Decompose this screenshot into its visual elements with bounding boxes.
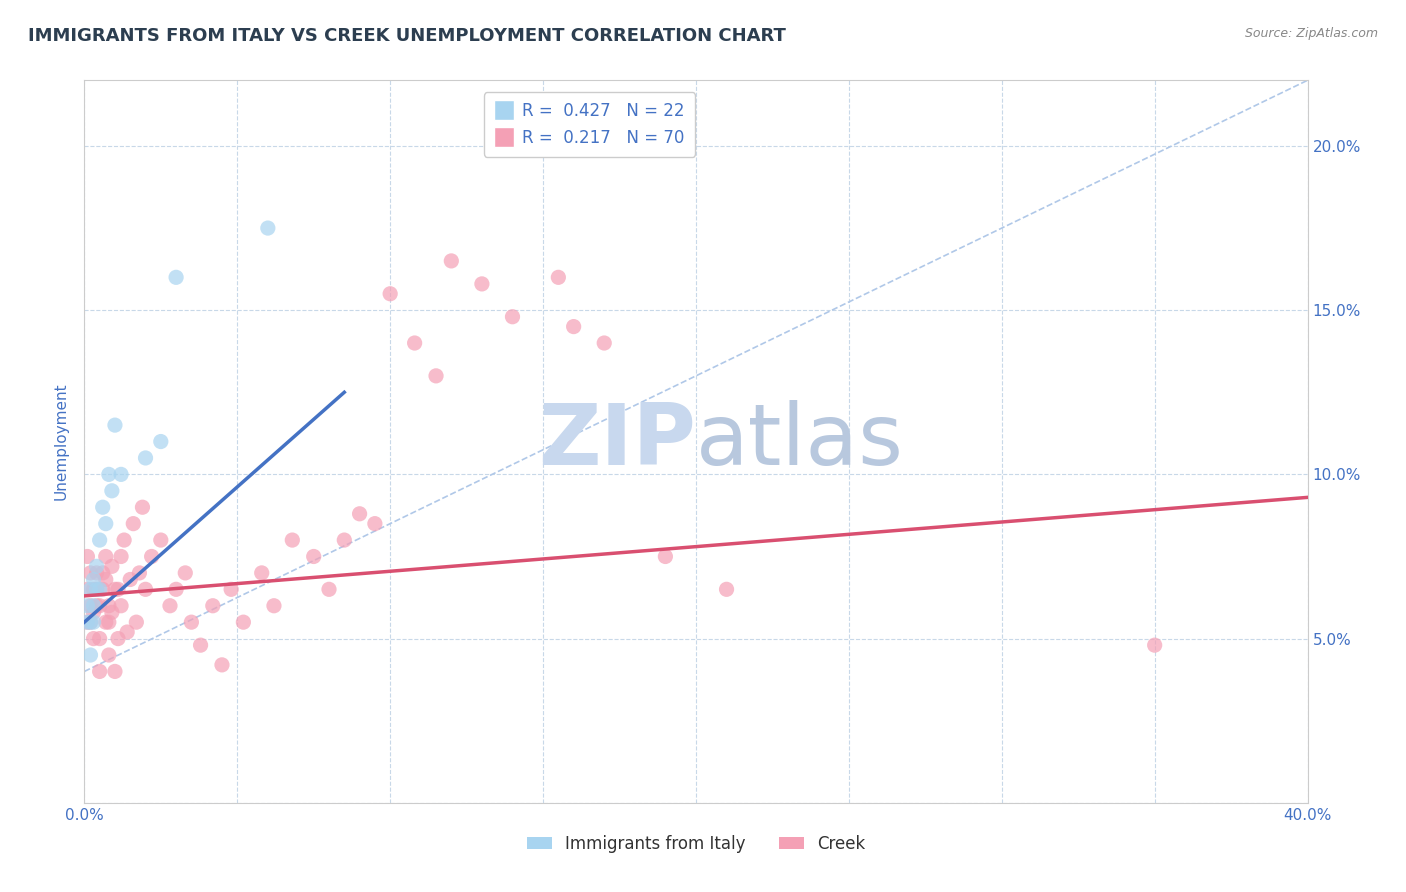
- Point: [94, 516, 117, 531]
- Point: [201, 599, 224, 613]
- Point: [97, 467, 120, 482]
- Point: [101, 483, 124, 498]
- Point: [149, 533, 172, 547]
- Point: [263, 599, 285, 613]
- Point: [128, 566, 150, 580]
- Point: [97, 599, 120, 613]
- Point: [76, 582, 98, 597]
- Point: [112, 533, 135, 547]
- Point: [79, 599, 101, 613]
- Point: [89, 582, 111, 597]
- Point: [141, 549, 163, 564]
- Point: [104, 582, 127, 597]
- Point: [159, 599, 181, 613]
- Point: [79, 648, 101, 662]
- Point: [91, 500, 114, 515]
- Point: [654, 549, 676, 564]
- Y-axis label: Unemployment: Unemployment: [53, 383, 69, 500]
- Point: [97, 615, 120, 630]
- Point: [302, 549, 325, 564]
- Point: [83, 615, 105, 630]
- Point: [79, 615, 101, 630]
- Point: [349, 507, 371, 521]
- Point: [404, 336, 426, 351]
- Point: [502, 310, 524, 324]
- Point: [380, 286, 402, 301]
- Point: [101, 559, 124, 574]
- Point: [94, 615, 117, 630]
- Point: [547, 270, 569, 285]
- Point: [86, 582, 108, 597]
- Point: [83, 599, 105, 613]
- Point: [250, 566, 273, 580]
- Point: [83, 605, 105, 619]
- Point: [135, 582, 157, 597]
- Point: [174, 566, 197, 580]
- Point: [425, 368, 447, 383]
- Point: [440, 253, 463, 268]
- Point: [165, 582, 187, 597]
- Point: [211, 657, 233, 672]
- Point: [76, 599, 98, 613]
- Point: [110, 549, 132, 564]
- Point: [86, 566, 108, 580]
- Point: [89, 665, 111, 679]
- Point: [125, 615, 148, 630]
- Point: [83, 573, 105, 587]
- Point: [149, 434, 172, 449]
- Point: [86, 582, 108, 597]
- Point: [91, 582, 114, 597]
- Point: [89, 599, 111, 613]
- Point: [562, 319, 585, 334]
- Point: [107, 582, 129, 597]
- Point: [333, 533, 356, 547]
- Point: [89, 632, 111, 646]
- Point: [79, 566, 101, 580]
- Point: [593, 336, 616, 351]
- Point: [79, 615, 101, 630]
- Point: [135, 450, 157, 465]
- Point: [716, 582, 738, 597]
- Point: [471, 277, 494, 291]
- Point: [120, 573, 142, 587]
- Point: [97, 648, 120, 662]
- Point: [107, 632, 129, 646]
- Point: [83, 582, 105, 597]
- Point: [110, 467, 132, 482]
- Point: [76, 549, 98, 564]
- Point: [115, 625, 138, 640]
- Point: [94, 549, 117, 564]
- Point: [86, 559, 108, 574]
- Point: [122, 516, 145, 531]
- Point: [131, 500, 153, 515]
- Point: [180, 615, 202, 630]
- Point: [89, 533, 111, 547]
- Point: [318, 582, 340, 597]
- Point: [364, 516, 387, 531]
- Legend: Immigrants from Italy, Creek: Immigrants from Italy, Creek: [520, 828, 872, 860]
- Point: [219, 582, 242, 597]
- Text: Source: ZipAtlas.com: Source: ZipAtlas.com: [1244, 27, 1378, 40]
- Text: ZIP: ZIP: [538, 400, 696, 483]
- Point: [257, 221, 280, 235]
- Point: [91, 566, 114, 580]
- Point: [79, 582, 101, 597]
- Point: [101, 605, 124, 619]
- Point: [104, 665, 127, 679]
- Point: [165, 270, 187, 285]
- Point: [1143, 638, 1166, 652]
- Point: [83, 632, 105, 646]
- Point: [94, 573, 117, 587]
- Point: [76, 615, 98, 630]
- Point: [190, 638, 212, 652]
- Point: [281, 533, 304, 547]
- Point: [104, 418, 127, 433]
- Point: [232, 615, 254, 630]
- Point: [76, 615, 98, 630]
- Point: [86, 599, 108, 613]
- Point: [110, 599, 132, 613]
- Text: atlas: atlas: [696, 400, 904, 483]
- Text: IMMIGRANTS FROM ITALY VS CREEK UNEMPLOYMENT CORRELATION CHART: IMMIGRANTS FROM ITALY VS CREEK UNEMPLOYM…: [28, 27, 786, 45]
